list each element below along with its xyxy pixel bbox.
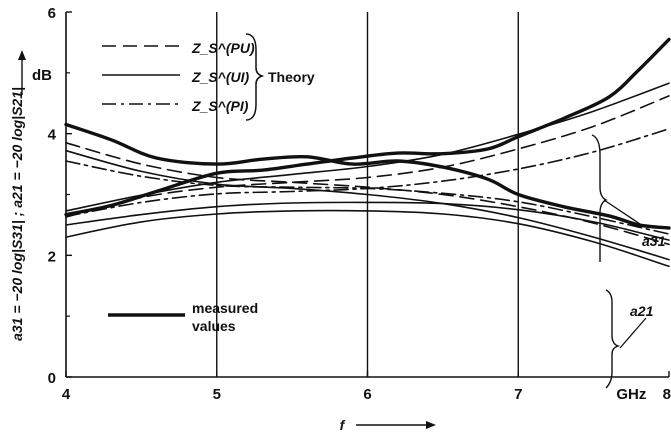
x-tick-label: 7 xyxy=(514,386,522,403)
axes: 0 2 4 6 4 5 6 7 GHz 8 xyxy=(48,5,671,403)
series-line-thick-9 xyxy=(64,122,671,230)
x-axis-label: f xyxy=(340,417,346,433)
y-tick-label: 6 xyxy=(48,5,56,22)
y-axis-arrow xyxy=(18,50,26,95)
x-tick-label: 8 xyxy=(663,386,671,403)
y-tick-label: 2 xyxy=(48,248,56,265)
a21-leader xyxy=(619,317,647,349)
legend-solid-label: Z_S^(UI) xyxy=(191,69,250,85)
x-tick-label: 4 xyxy=(62,386,71,403)
y-axis-label: a31 = −20 log|S31| ; a21 = −20 log|S21| xyxy=(9,87,25,341)
legend-measured-label-1: measured xyxy=(192,300,258,316)
curves xyxy=(64,37,671,268)
x-tick-label: 6 xyxy=(363,386,371,403)
series-line-thick-8 xyxy=(64,37,671,217)
a31-leader xyxy=(603,199,641,225)
y-tick-label: 0 xyxy=(48,370,56,387)
series-line-solid-4 xyxy=(65,149,670,261)
series-line-solid-6 xyxy=(65,201,670,241)
legend-theory-label: Theory xyxy=(268,69,315,85)
legend-dashed-label: Z_S^(PU) xyxy=(191,40,255,56)
a21-label: a21 xyxy=(630,303,654,319)
legend: Z_S^(PU) Z_S^(UI) Z_S^(PI) Theory measur… xyxy=(102,33,315,334)
a31-brace xyxy=(591,134,608,262)
legend-dashdot-label: Z_S^(PI) xyxy=(191,98,249,114)
y-unit-label: dB xyxy=(32,67,52,84)
a21-brace xyxy=(605,289,621,389)
legend-measured-label-2: values xyxy=(192,318,236,334)
a31-label: a31 xyxy=(642,233,666,249)
x-tick-label: 5 xyxy=(213,386,221,403)
x-tick-label: GHz xyxy=(616,386,646,403)
series-line-dashed-0 xyxy=(65,95,670,218)
legend-brace xyxy=(245,33,265,121)
x-axis-arrow xyxy=(356,421,436,429)
series-line-solid-7 xyxy=(65,209,670,268)
y-tick-label: 4 xyxy=(48,127,57,144)
annotations: a31 a21 xyxy=(591,134,666,389)
series-line-dash-dot-5 xyxy=(65,160,670,235)
